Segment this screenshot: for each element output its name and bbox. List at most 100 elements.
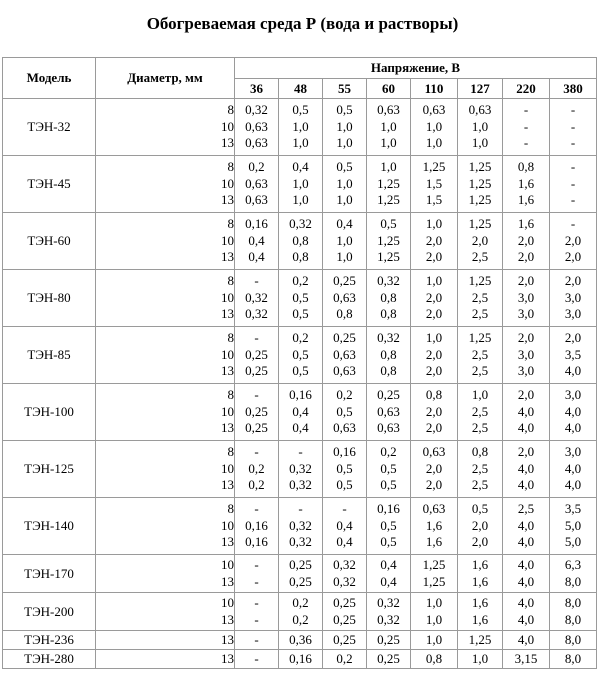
power-cell-48v: 0,5 1,0 1,0 <box>278 98 323 156</box>
power-value: 0,32 <box>289 534 312 550</box>
power-value: 2,0 <box>471 534 489 550</box>
power-cell-127v: 1,25 1,25 1,25 <box>457 155 503 213</box>
power-value: 0,5 <box>380 216 397 232</box>
diameter-cell: 13 <box>95 649 235 669</box>
power-cell-110v: 1,25 1,5 1,5 <box>410 155 458 213</box>
diameter-value: 13 <box>221 573 234 589</box>
power-cell-220v: 0,8 1,6 1,6 <box>502 155 550 213</box>
power-cell-110v: 0,63 1,6 1,6 <box>410 497 458 555</box>
power-cell-110v: 1,0 <box>410 630 458 650</box>
diameter-value: 10 <box>221 557 234 572</box>
diameter-value: 8 <box>227 501 235 517</box>
power-value: 2,0 <box>517 249 535 265</box>
power-value: 0,8 <box>380 289 397 305</box>
power-value: 0,2 <box>292 273 309 289</box>
diameter-value: 10 <box>221 517 234 533</box>
table-row: ТЭН-60 8 10 13 0,16 0,4 0,4 0,32 0,8 0,8 0,4 1,0 1,0… <box>2 212 597 270</box>
power-value: 3,0 <box>517 346 535 362</box>
power-value: - <box>570 118 576 134</box>
power-value: 1,25 <box>468 175 492 191</box>
power-cell-48v: 0,2 0,5 0,5 <box>278 326 323 384</box>
power-value: 0,4 <box>380 557 397 572</box>
power-value: 2,0 <box>425 232 443 248</box>
model-cell: ТЭН-85 <box>2 326 96 384</box>
diameter-value: 13 <box>221 363 234 379</box>
table-row: ТЭН-140 8 10 13-0,16 0,16-0,32 0,32-0,4 0,4 0,1… <box>2 497 597 555</box>
power-value: - <box>254 595 259 610</box>
table-row: ТЭН-85 8 10 13-0,25 0,25 0,2 0,5 0,5 0,25 0,63 0,6… <box>2 326 597 384</box>
power-value: 0,5 <box>292 346 309 362</box>
voltage-header-60: 60 <box>366 78 411 99</box>
power-value: 0,25 <box>333 631 356 647</box>
power-cell-36v: - <box>234 649 279 669</box>
power-cell-60v: 0,63 1,0 1,0 <box>366 98 411 156</box>
power-value: 0,32 <box>289 216 312 232</box>
power-value: 0,63 <box>377 420 400 436</box>
power-cell-380v: 8,0 <box>549 630 597 650</box>
power-value: - <box>523 102 529 118</box>
power-cell-127v: 1,6 1,6 <box>457 554 503 593</box>
power-value: 2,0 <box>517 444 535 460</box>
power-value: 0,5 <box>380 517 397 533</box>
power-cell-55v: 0,25 <box>322 630 367 650</box>
power-cell-36v: -0,25 0,25 <box>234 383 279 441</box>
power-cell-220v: 2,5 4,0 4,0 <box>502 497 550 555</box>
power-value: 2,5 <box>471 477 489 493</box>
power-value: - <box>570 102 576 118</box>
power-cell-55v: 0,2 0,5 0,63 <box>322 383 367 441</box>
table-row: ТЭН-280 13 - 0,16 0,2 0,25 0,8 1,0 3,15 8,0 <box>2 649 597 669</box>
power-value: 1,25 <box>468 159 492 175</box>
power-value: 0,8 <box>380 363 397 379</box>
power-value: 0,4 <box>248 249 265 265</box>
model-cell: ТЭН-125 <box>2 440 96 498</box>
voltage-header-127: 127 <box>457 78 503 99</box>
model-cell: ТЭН-100 <box>2 383 96 441</box>
diameter-value: 8 <box>227 387 235 403</box>
power-value: 0,63 <box>333 289 356 305</box>
power-cell-60v: 0,25 0,63 0,63 <box>366 383 411 441</box>
power-value: 2,0 <box>425 477 443 493</box>
power-value: 0,63 <box>245 192 268 208</box>
diameter-value: 10 <box>221 175 234 191</box>
power-cell-60v: 0,25 <box>366 630 411 650</box>
model-cell: ТЭН-236 <box>2 630 96 650</box>
model-cell: ТЭН-140 <box>2 497 96 555</box>
power-value: 2,5 <box>471 306 489 322</box>
power-value: 0,25 <box>245 346 268 362</box>
power-value: 0,63 <box>245 135 268 151</box>
power-cell-55v: 0,2 <box>322 649 367 669</box>
diameter-value: 10 <box>221 289 234 305</box>
power-value: 1,0 <box>425 273 443 289</box>
power-value: 2,5 <box>471 249 489 265</box>
power-cell-55v: 0,25 0,63 0,8 <box>322 269 367 327</box>
power-cell-55v: 0,4 1,0 1,0 <box>322 212 367 270</box>
power-cell-48v: -0,32 0,32 <box>278 440 323 498</box>
power-value: 1,0 <box>425 135 443 151</box>
power-value: 0,63 <box>422 444 446 460</box>
diameter-value: 10 <box>221 232 234 248</box>
power-value: 1,6 <box>517 175 535 191</box>
power-value: 1,25 <box>377 192 400 208</box>
power-value: 1,0 <box>425 118 443 134</box>
power-cell-36v: 0,32 0,63 0,63 <box>234 98 279 156</box>
diameter-value: 13 <box>221 249 234 265</box>
power-value: 4,0 <box>517 557 535 572</box>
power-cell-110v: 0,8 <box>410 649 458 669</box>
power-value: 0,16 <box>245 216 268 232</box>
power-value: - <box>254 631 259 647</box>
diameter-cell: 13 <box>95 630 235 650</box>
power-cell-110v: 1,0 1,0 <box>410 592 458 631</box>
power-value: 0,8 <box>292 249 309 265</box>
table-row: ТЭН-200 10 13- -0,2 0,2 0,25 0,25 0,32 0,32 1,0 1,… <box>2 592 597 631</box>
power-value: 0,63 <box>422 501 446 517</box>
diameter-value: 13 <box>221 192 234 208</box>
power-value: 0,25 <box>377 631 400 647</box>
power-cell-127v: 0,8 2,5 2,5 <box>457 440 503 498</box>
power-cell-220v: 2,0 4,0 4,0 <box>502 383 550 441</box>
power-value: 0,4 <box>336 216 353 232</box>
power-value: 1,25 <box>422 557 446 572</box>
power-value: - <box>254 444 259 460</box>
power-value: 0,63 <box>333 346 356 362</box>
power-value: 0,32 <box>245 289 268 305</box>
power-value: 1,0 <box>336 175 353 191</box>
